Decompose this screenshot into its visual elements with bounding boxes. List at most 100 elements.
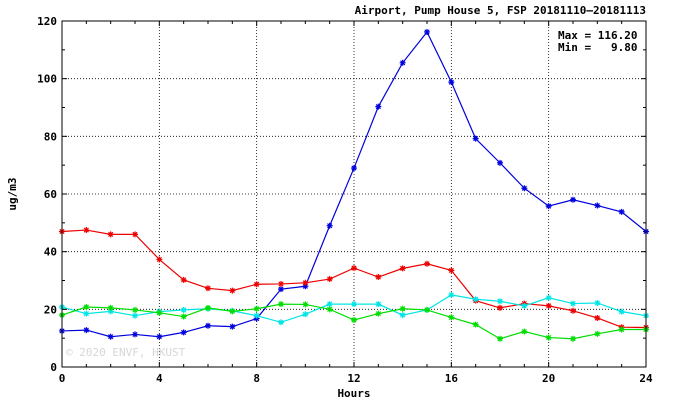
y-tick-label: 120 <box>37 15 57 28</box>
data-point <box>302 279 309 286</box>
data-point <box>351 317 357 324</box>
data-point <box>351 265 357 272</box>
data-point <box>424 306 430 313</box>
data-point <box>107 308 114 315</box>
data-point <box>570 300 576 307</box>
data-point <box>545 334 552 341</box>
data-point <box>132 312 138 319</box>
data-point <box>594 314 601 321</box>
data-point <box>156 333 163 340</box>
x-axis-label: Hours <box>337 387 370 400</box>
data-point <box>399 265 406 272</box>
chart-title: Airport, Pump House 5, FSP 20181110–2018… <box>355 4 646 17</box>
data-point <box>594 299 601 306</box>
data-point <box>83 227 90 234</box>
data-point <box>424 28 430 35</box>
data-point <box>278 301 284 308</box>
data-point <box>278 286 284 293</box>
data-point <box>83 310 90 317</box>
data-point <box>375 103 382 110</box>
y-tick-label: 20 <box>44 303 57 316</box>
data-point <box>399 59 406 66</box>
data-point <box>375 274 382 281</box>
data-point <box>132 306 138 313</box>
data-point <box>448 267 455 274</box>
max-stat: Max = 116.20 <box>558 29 637 42</box>
x-tick-label: 8 <box>253 372 260 385</box>
data-point <box>375 301 382 308</box>
y-tick-label: 80 <box>44 130 57 143</box>
min-stat: Min = 9.80 <box>558 41 637 54</box>
data-point <box>253 312 260 319</box>
data-point <box>521 302 528 309</box>
data-point <box>570 196 576 203</box>
x-tick-label: 4 <box>156 372 163 385</box>
gridlines <box>62 21 646 367</box>
data-point <box>326 306 333 313</box>
data-point <box>448 291 455 298</box>
data-point <box>545 302 552 309</box>
y-tick-label: 100 <box>37 73 57 86</box>
data-point <box>448 314 455 321</box>
data-point <box>156 256 163 263</box>
data-point <box>472 135 479 142</box>
x-tick-label: 16 <box>445 372 459 385</box>
data-point <box>205 285 211 292</box>
series-2 <box>59 227 649 331</box>
data-point <box>156 309 163 316</box>
data-point <box>424 260 430 267</box>
data-point <box>107 231 114 238</box>
y-tick-label: 0 <box>50 361 57 374</box>
data-point <box>302 283 309 290</box>
data-point <box>205 322 211 329</box>
data-point <box>399 305 406 312</box>
data-point <box>132 331 138 338</box>
data-point <box>107 333 114 340</box>
data-point <box>83 327 90 334</box>
data-point <box>278 319 284 326</box>
data-point <box>180 276 187 283</box>
data-point <box>497 304 503 311</box>
data-point <box>497 298 503 305</box>
data-point <box>326 222 333 229</box>
data-point <box>472 321 479 328</box>
data-point <box>326 301 333 308</box>
watermark: © 2020 ENVF, HKUST <box>66 346 186 359</box>
y-axis-label: ug/m3 <box>6 177 19 210</box>
series-1 <box>59 28 649 340</box>
data-point <box>278 280 284 287</box>
data-point <box>618 326 625 333</box>
data-point <box>83 304 90 311</box>
data-point <box>253 281 260 288</box>
data-point <box>448 79 455 86</box>
data-point <box>326 276 333 283</box>
data-point <box>132 231 138 238</box>
data-point <box>229 323 236 330</box>
data-point <box>570 335 576 342</box>
data-point <box>375 310 382 317</box>
data-point <box>521 328 528 335</box>
data-point <box>521 185 528 192</box>
data-point <box>180 313 187 320</box>
data-point <box>399 312 406 319</box>
tick-group: 0 4 8 12 16 20 24 0 20 40 60 80 100 120 <box>37 15 653 385</box>
data-point <box>180 329 187 336</box>
x-tick-label: 0 <box>59 372 66 385</box>
data-point <box>594 330 601 337</box>
data-point <box>351 301 357 308</box>
data-point <box>229 308 236 315</box>
y-tick-label: 60 <box>44 188 57 201</box>
data-point <box>229 287 236 294</box>
data-point <box>594 202 601 209</box>
data-point <box>302 311 309 318</box>
data-point <box>107 304 114 311</box>
data-point <box>570 307 576 314</box>
y-tick-label: 40 <box>44 246 57 259</box>
data-point <box>472 296 479 303</box>
data-point <box>302 301 309 308</box>
data-point <box>618 308 625 315</box>
x-tick-label: 24 <box>639 372 653 385</box>
data-point <box>205 304 211 311</box>
data-point <box>618 208 625 215</box>
